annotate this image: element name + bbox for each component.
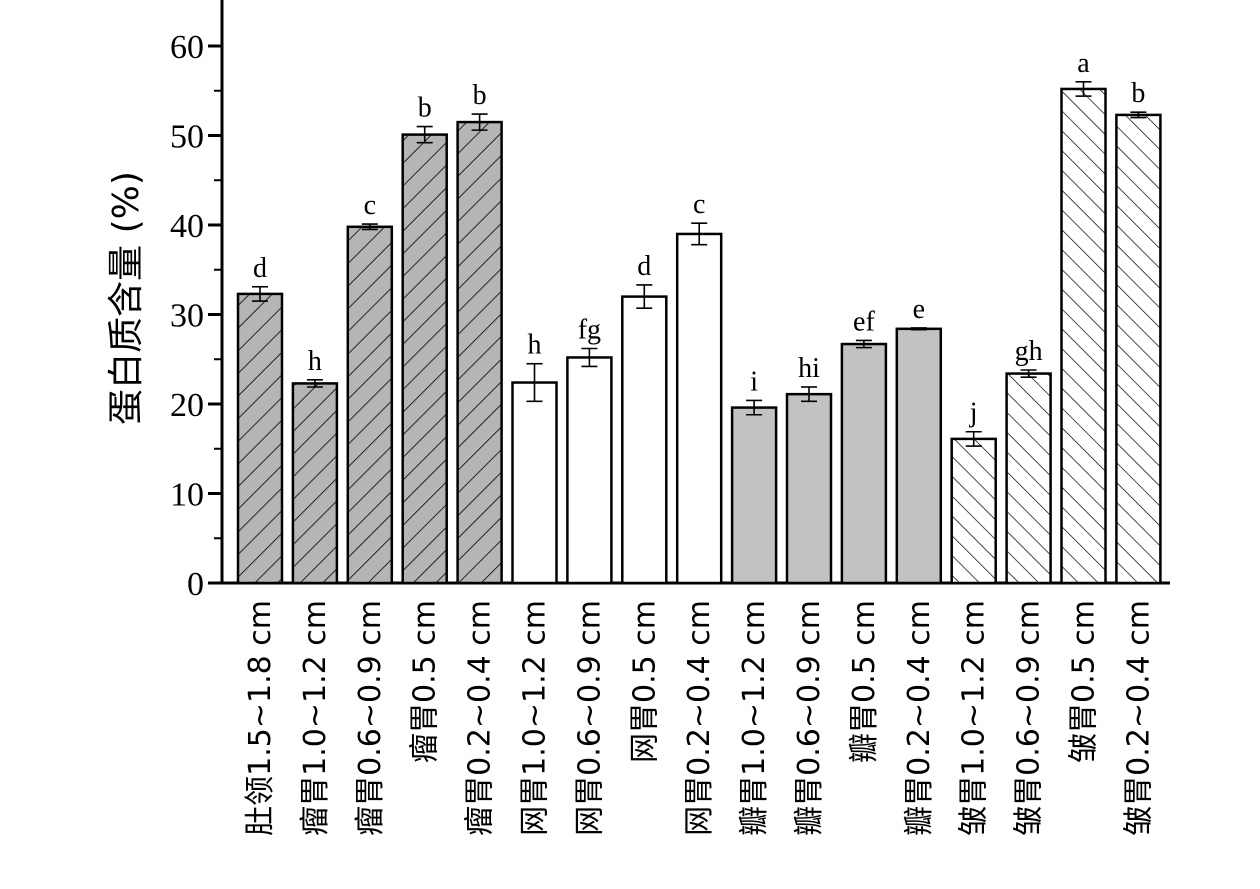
bar bbox=[675, 232, 723, 585]
significance-label: d bbox=[253, 253, 267, 284]
bar bbox=[291, 382, 339, 585]
y-axis-label: 蛋白质含量 (%) bbox=[106, 171, 147, 425]
bar bbox=[456, 120, 503, 585]
y-tick-label: 30 bbox=[170, 298, 204, 335]
significance-label: c bbox=[364, 190, 376, 221]
significance-label: h bbox=[528, 330, 542, 361]
y-tick-label: 60 bbox=[170, 29, 204, 66]
significance-label: hi bbox=[798, 353, 820, 384]
category-label: 皱胃0.5 cm bbox=[1067, 600, 1102, 763]
category-label: 瓣胃0.5 cm bbox=[847, 600, 882, 763]
bar bbox=[346, 225, 394, 585]
category-label: 瘤胃0.5 cm bbox=[408, 600, 443, 763]
category-label: 瓣胃0.2~0.4 cm bbox=[902, 600, 937, 836]
bar bbox=[236, 292, 284, 585]
y-tick-label: 10 bbox=[170, 477, 204, 514]
category-label: 瘤胃1.0~1.2 cm bbox=[298, 600, 333, 836]
y-tick-label: 0 bbox=[187, 566, 204, 603]
bar bbox=[1005, 372, 1052, 585]
significance-label: d bbox=[637, 251, 651, 282]
significance-label: j bbox=[969, 398, 978, 429]
category-label: 瘤胃0.6~0.9 cm bbox=[353, 600, 388, 836]
bar bbox=[895, 327, 943, 585]
bar bbox=[566, 356, 613, 585]
category-label: 瓣胃0.6~0.9 cm bbox=[792, 600, 827, 836]
significance-label: b bbox=[418, 93, 432, 124]
y-tick-label: 50 bbox=[170, 119, 204, 156]
significance-label: gh bbox=[1015, 336, 1043, 367]
significance-label: h bbox=[308, 346, 322, 377]
category-label: 网胃0.6~0.9 cm bbox=[572, 600, 607, 836]
significance-label: c bbox=[693, 189, 705, 220]
bar bbox=[730, 406, 778, 585]
significance-label: b bbox=[1131, 78, 1145, 109]
significance-label: fg bbox=[578, 315, 601, 346]
category-labels: 肚领1.5~1.8 cm 瘤胃1.0~1.2 cm 瘤胃0.6~0.9 cm 瘤胃0.… bbox=[243, 600, 1156, 836]
bar bbox=[621, 295, 668, 585]
bar bbox=[1060, 87, 1107, 585]
bars: d h c b b h fg d c i hi ef e j gh a b bbox=[236, 48, 1162, 585]
significance-label: i bbox=[750, 366, 758, 397]
bar bbox=[401, 133, 448, 585]
category-label: 网胃0.5 cm bbox=[627, 600, 662, 763]
category-label: 肚领1.5~1.8 cm bbox=[243, 600, 278, 836]
y-tick-label: 40 bbox=[170, 208, 204, 245]
significance-label: b bbox=[473, 80, 487, 111]
category-label: 皱胃0.6~0.9 cm bbox=[1012, 600, 1047, 836]
category-label: 皱胃0.2~0.4 cm bbox=[1121, 600, 1156, 836]
significance-label: e bbox=[913, 294, 925, 325]
category-label: 皱胃1.0~1.2 cm bbox=[957, 600, 992, 836]
bar bbox=[840, 342, 888, 585]
bar bbox=[950, 437, 997, 585]
significance-label: a bbox=[1077, 48, 1090, 79]
bar bbox=[1115, 113, 1162, 585]
bar bbox=[785, 392, 833, 585]
category-label: 网胃0.2~0.4 cm bbox=[682, 600, 717, 836]
category-label: 瓣胃1.0~1.2 cm bbox=[737, 600, 772, 836]
bar bbox=[511, 381, 558, 585]
significance-label: ef bbox=[853, 306, 875, 337]
category-label: 网胃1.0~1.2 cm bbox=[518, 600, 553, 836]
y-tick-label: 20 bbox=[170, 387, 204, 424]
category-label: 瘤胃0.2~0.4 cm bbox=[463, 600, 498, 836]
